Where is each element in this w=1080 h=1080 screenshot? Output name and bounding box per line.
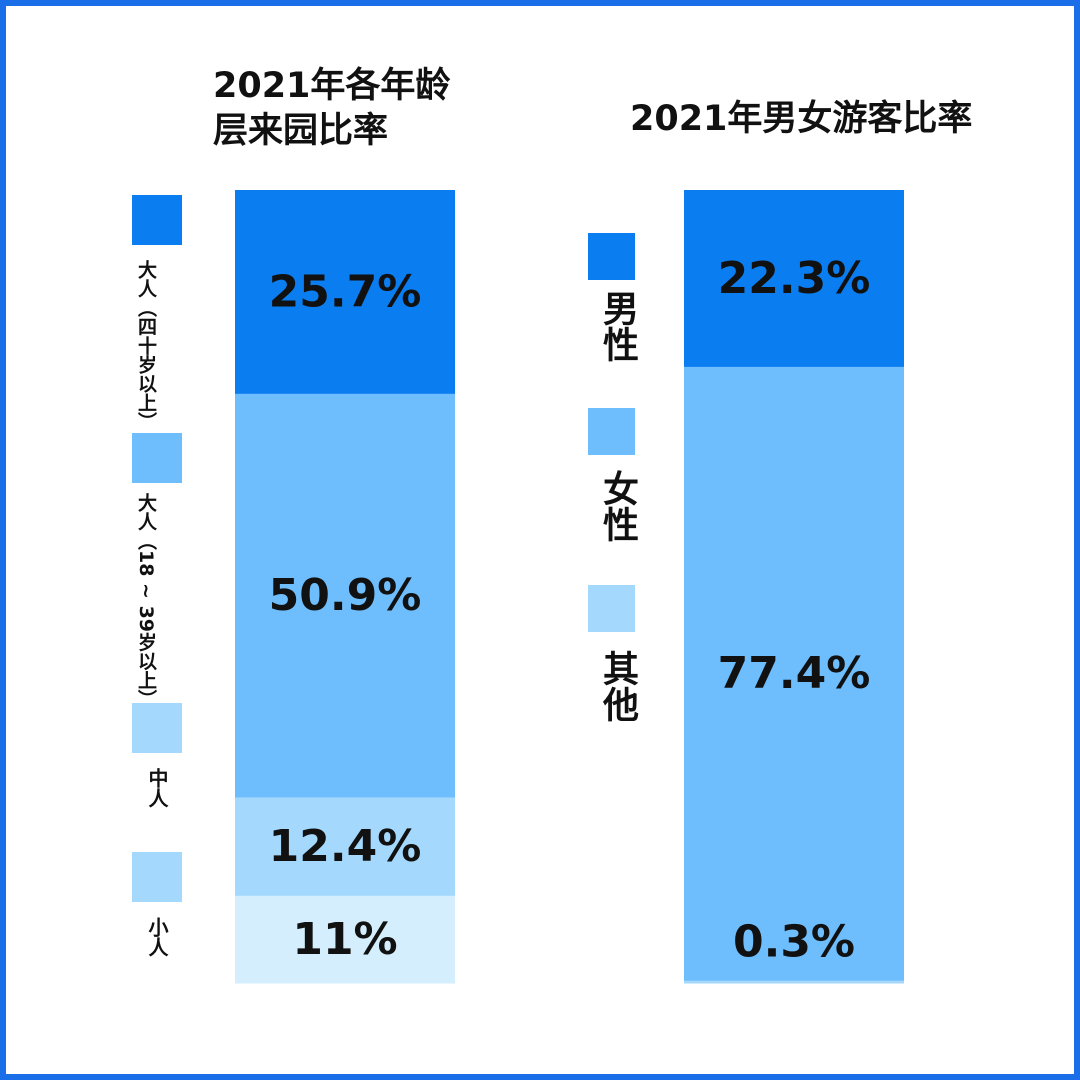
- legend-swatch-child: [132, 852, 182, 902]
- legend-swatch-adult-18-39: [132, 433, 182, 483]
- gender-data-label-0: 22.3%: [718, 253, 871, 304]
- chart-title-gender: 2021年男女游客比率: [630, 99, 973, 139]
- legend-label-child: 小人: [145, 917, 169, 957]
- legend-label-adult-18-39: 大人（18 ~ 39岁以上）: [135, 493, 157, 709]
- legend-swatch-adult-40-plus: [132, 195, 182, 245]
- gender-data-label-1: 77.4%: [718, 648, 871, 699]
- legend-label-other: 其他: [597, 650, 638, 722]
- age-data-label-2: 12.4%: [269, 821, 422, 872]
- chart-title-age: 2021年各年龄 层来园比率: [213, 66, 451, 151]
- gender-bar-segment-0: [684, 190, 904, 368]
- legend-label-adult-40-plus: 大人（四十岁以上）: [135, 260, 157, 431]
- legend-swatch-teen: [132, 703, 182, 753]
- legend-swatch-male: [588, 233, 635, 280]
- age-data-label-1: 50.9%: [269, 570, 422, 621]
- age-bar-segment-0: [235, 190, 455, 395]
- legend-label-teen: 中人: [145, 768, 169, 808]
- age-data-label-0: 25.7%: [269, 266, 422, 317]
- age-bar-segment-2: [235, 797, 455, 897]
- legend-swatch-female: [588, 408, 635, 455]
- age-bar-segment-3: [235, 895, 455, 984]
- legend-swatch-other: [588, 585, 635, 632]
- gender-data-label-2: 0.3%: [733, 917, 855, 968]
- legend-label-male: 男性: [597, 290, 638, 362]
- age-data-label-3: 11%: [292, 914, 397, 965]
- gender-bar-segment-2: [684, 980, 904, 984]
- age-bar-segment-1: [235, 393, 455, 798]
- legend-label-female: 女性: [597, 470, 638, 542]
- gender-bar-segment-1: [684, 366, 904, 982]
